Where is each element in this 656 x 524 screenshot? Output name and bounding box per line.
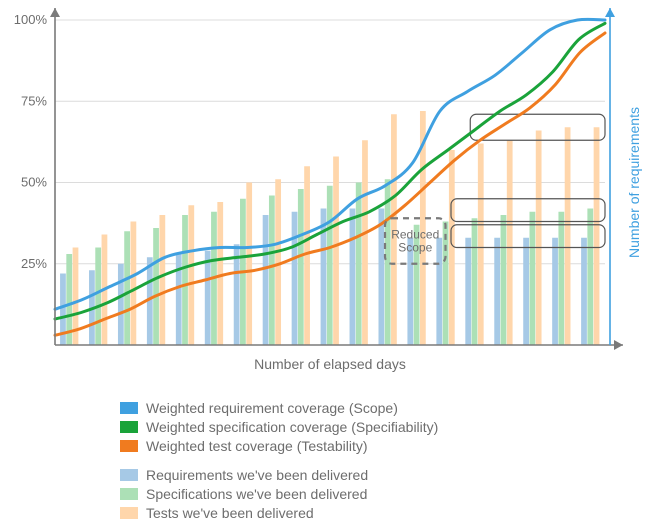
bar-requirements <box>234 244 240 345</box>
bar-tests <box>565 127 571 345</box>
bar-requirements <box>552 238 558 345</box>
bar-specifications <box>529 212 535 345</box>
legend-label: Requirements we've been delivered <box>146 467 368 483</box>
legend-item: Weighted test coverage (Testability) <box>120 436 438 455</box>
bar-tests <box>536 131 542 346</box>
legend-swatch <box>120 469 138 481</box>
bar-requirements <box>378 209 384 346</box>
bar-specifications <box>95 248 101 346</box>
bar-requirements <box>263 215 269 345</box>
legend-item: Specifications we've been delivered <box>120 484 438 503</box>
bar-specifications <box>501 215 507 345</box>
legend-label: Weighted test coverage (Testability) <box>146 438 368 454</box>
legend-swatch <box>120 507 138 519</box>
reduced-scope-label: Reduced <box>391 228 439 242</box>
bar-tests <box>131 222 137 346</box>
legend-item: Weighted requirement coverage (Scope) <box>120 398 438 417</box>
legend: Weighted requirement coverage (Scope) Wei… <box>120 398 438 522</box>
x-axis-label: Number of elapsed days <box>254 356 406 372</box>
legend-swatch <box>120 402 138 414</box>
legend-item: Weighted specification coverage (Specifi… <box>120 417 438 436</box>
ytick-label: 50% <box>21 175 47 190</box>
legend-swatch <box>120 440 138 452</box>
bar-tests <box>217 202 223 345</box>
bar-specifications <box>558 212 564 345</box>
bar-specifications <box>269 196 275 346</box>
bar-specifications <box>182 215 188 345</box>
bar-requirements <box>523 238 529 345</box>
bar-specifications <box>124 231 130 345</box>
bar-requirements <box>581 238 587 345</box>
bar-tests <box>304 166 310 345</box>
bar-tests <box>478 144 484 346</box>
coverage-chart: ReducedScope 25% 50% 75% 100% Number of elaps… <box>0 0 656 390</box>
right-y-axis-label: Number of requirements <box>626 107 642 258</box>
bar-specifications <box>298 189 304 345</box>
bar-specifications <box>153 228 159 345</box>
legend-swatch <box>120 421 138 433</box>
bar-requirements <box>436 238 442 345</box>
reduced-scope-label: Scope <box>398 241 432 255</box>
bar-requirements <box>292 212 298 345</box>
bar-tests <box>449 150 455 345</box>
bar-requirements <box>465 238 471 345</box>
ytick-label: 75% <box>21 93 47 108</box>
bar-requirements <box>118 264 124 345</box>
bar-requirements <box>205 251 211 345</box>
legend-item: Tests we've been delivered <box>120 503 438 522</box>
legend-label: Specifications we've been delivered <box>146 486 367 502</box>
bar-requirements <box>494 238 500 345</box>
legend-swatch <box>120 488 138 500</box>
legend-item: Requirements we've been delivered <box>120 465 438 484</box>
bar-tests <box>246 183 252 346</box>
bar-requirements <box>350 209 356 346</box>
ytick-label: 100% <box>14 12 48 27</box>
bar-specifications <box>443 222 449 346</box>
bar-specifications <box>327 186 333 345</box>
bar-tests <box>594 127 600 345</box>
bar-tests <box>159 215 165 345</box>
bar-tests <box>362 140 368 345</box>
legend-label: Tests we've been delivered <box>146 505 314 521</box>
legend-label: Weighted specification coverage (Specifi… <box>146 419 438 435</box>
bar-specifications <box>472 218 478 345</box>
bar-tests <box>275 179 281 345</box>
bar-tests <box>188 205 194 345</box>
ytick-label: 25% <box>21 256 47 271</box>
bar-specifications <box>587 209 593 346</box>
bar-specifications <box>356 183 362 346</box>
bar-tests <box>507 140 513 345</box>
legend-label: Weighted requirement coverage (Scope) <box>146 400 398 416</box>
bar-tests <box>333 157 339 346</box>
